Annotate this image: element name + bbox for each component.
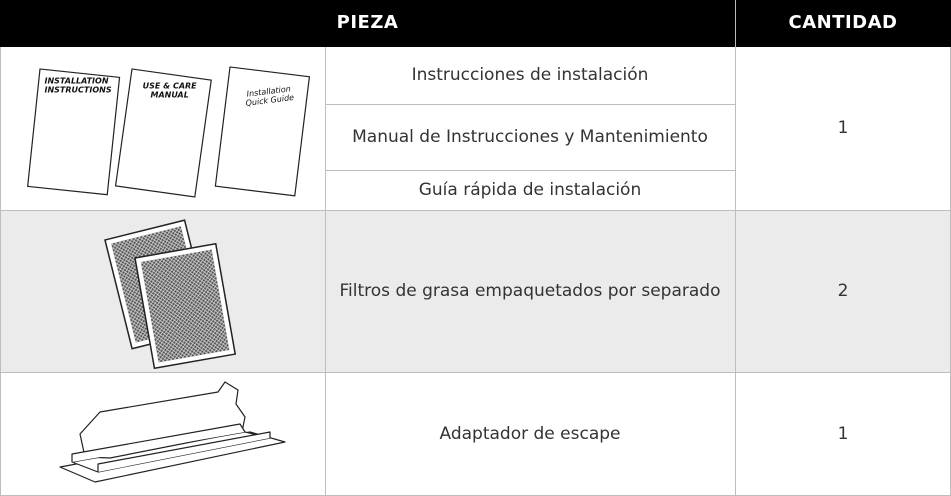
column-rule <box>735 0 736 496</box>
column-rule <box>0 47 1 496</box>
column-rule <box>325 47 326 496</box>
part-name: Guía rápida de instalación <box>418 179 642 200</box>
booklet-label: MANUAL <box>151 90 189 99</box>
row-rule <box>0 372 951 373</box>
adapter-illustration <box>59 381 286 483</box>
booklets-illustration: INSTALLATION INSTRUCTIONS USE & CARE MANUA… <box>27 66 311 198</box>
part-name: Filtros de grasa empaquetados por separa… <box>339 280 721 301</box>
quantity: 1 <box>837 423 849 444</box>
header-piece: PIEZA <box>0 0 735 47</box>
booklet-label: INSTALLATION <box>45 77 109 86</box>
part-name: Manual de Instrucciones y Mantenimiento <box>352 126 708 147</box>
part-name: Adaptador de escape <box>439 423 621 444</box>
booklet-label: INSTRUCTIONS <box>45 86 112 95</box>
booklet-label: USE & CARE <box>143 81 197 90</box>
cell-rule <box>325 104 735 105</box>
part-name: Instrucciones de instalación <box>411 65 649 86</box>
row-rule <box>0 210 951 211</box>
cell-rule <box>325 170 735 171</box>
quantity: 1 <box>837 118 849 139</box>
header-quantity: CANTIDAD <box>735 0 951 47</box>
filters-illustration <box>104 219 237 370</box>
quantity: 2 <box>837 280 849 301</box>
